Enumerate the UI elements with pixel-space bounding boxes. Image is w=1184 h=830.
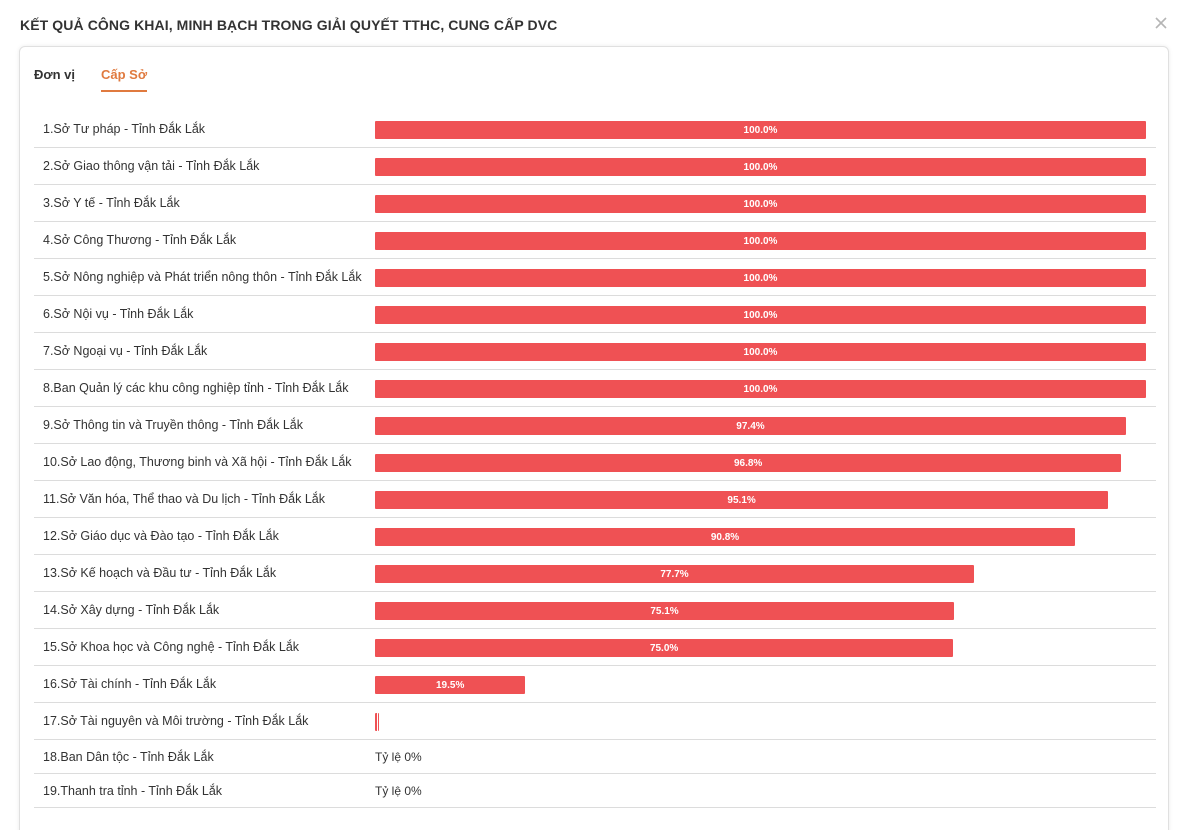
tab-cap-so[interactable]: Cấp Sở <box>101 67 148 92</box>
modal-title: KẾT QUẢ CÔNG KHAI, MINH BẠCH TRONG GIẢI … <box>20 17 558 33</box>
progress-track: 77.7% <box>375 565 1146 583</box>
progress-bar: 75.0% <box>375 639 954 657</box>
progress-bar: 100.0% <box>375 306 1146 324</box>
table-row: 6.Sở Nội vụ - Tỉnh Đắk Lắk 100.0% <box>34 296 1156 333</box>
progress-bar <box>375 713 379 731</box>
progress-bar: 90.8% <box>375 528 1076 546</box>
progress-track: 75.1% <box>375 602 1146 620</box>
progress-track: 100.0% <box>375 269 1146 287</box>
table-row: 7.Sở Ngoại vụ - Tỉnh Đắk Lắk 100.0% <box>34 333 1156 370</box>
progress-track: 96.8% <box>375 454 1146 472</box>
department-label: 18.Ban Dân tộc - Tỉnh Đắk Lắk <box>43 749 214 764</box>
department-label: 1.Sở Tư pháp - Tỉnh Đắk Lắk <box>43 122 206 136</box>
department-list: 1.Sở Tư pháp - Tỉnh Đắk Lắk 100.0% 2.Sở Gi… <box>34 111 1156 808</box>
progress-track: 100.0% <box>375 343 1146 361</box>
table-row: 14.Sở Xây dựng - Tỉnh Đắk Lắk 75.1% <box>34 592 1156 629</box>
department-label: 19.Thanh tra tỉnh - Tỉnh Đắk Lắk <box>43 783 223 798</box>
progress-track: 95.1% <box>375 491 1146 509</box>
department-label: 3.Sở Y tế - Tỉnh Đắk Lắk <box>43 196 180 210</box>
department-label: 14.Sở Xây dựng - Tỉnh Đắk Lắk <box>43 603 220 617</box>
results-card: Đơn vị Cấp Sở 1.Sở Tư pháp - Tỉnh Đắk Lắ… <box>19 46 1169 830</box>
table-row: 9.Sở Thông tin và Truyền thông - Tỉnh Đắ… <box>34 407 1156 444</box>
table-row: 11.Sở Văn hóa, Thể thao và Du lịch - Tỉn… <box>34 481 1156 518</box>
table-row: 3.Sở Y tế - Tỉnh Đắk Lắk 100.0% <box>34 185 1156 222</box>
progress-bar: 77.7% <box>375 565 975 583</box>
progress-track: 100.0% <box>375 380 1146 398</box>
progress-bar: 95.1% <box>375 491 1109 509</box>
tab-don-vi[interactable]: Đơn vị <box>34 67 76 82</box>
department-label: 12.Sở Giáo dục và Đào tạo - Tỉnh Đắk Lắk <box>43 529 279 543</box>
table-row: 17.Sở Tài nguyên và Môi trường - Tỉnh Đắ… <box>34 703 1156 740</box>
modal-header: KẾT QUẢ CÔNG KHAI, MINH BẠCH TRONG GIẢI … <box>0 0 1184 46</box>
department-label: 2.Sở Giao thông vận tải - Tỉnh Đắk Lắk <box>43 159 260 173</box>
department-label: 10.Sở Lao động, Thương binh và Xã hội - … <box>43 455 352 469</box>
department-label: 9.Sở Thông tin và Truyền thông - Tỉnh Đắ… <box>43 418 303 432</box>
rate-text: Tỷ lệ 0% <box>375 783 422 798</box>
table-row: 5.Sở Nông nghiệp và Phát triển nông thôn… <box>34 259 1156 296</box>
progress-bar: 96.8% <box>375 454 1122 472</box>
progress-bar: 100.0% <box>375 343 1146 361</box>
progress-track: 100.0% <box>375 158 1146 176</box>
progress-bar: 100.0% <box>375 380 1146 398</box>
progress-track: 90.8% <box>375 528 1146 546</box>
department-label: 6.Sở Nội vụ - Tỉnh Đắk Lắk <box>43 307 194 321</box>
department-label: 7.Sở Ngoại vụ - Tỉnh Đắk Lắk <box>43 344 208 358</box>
department-label: 4.Sở Công Thương - Tỉnh Đắk Lắk <box>43 233 237 247</box>
department-label: 8.Ban Quản lý các khu công nghiệp tỉnh -… <box>43 381 349 395</box>
table-row: 4.Sở Công Thương - Tỉnh Đắk Lắk 100.0% <box>34 222 1156 259</box>
table-row: 10.Sở Lao động, Thương binh và Xã hội - … <box>34 444 1156 481</box>
progress-track <box>375 713 1146 731</box>
progress-track: 75.0% <box>375 639 1146 657</box>
department-label: 11.Sở Văn hóa, Thể thao và Du lịch - Tỉn… <box>43 492 325 506</box>
progress-track: 19.5% <box>375 676 1146 694</box>
progress-track: 100.0% <box>375 195 1146 213</box>
department-label: 13.Sở Kế hoạch và Đầu tư - Tỉnh Đắk Lắk <box>43 566 277 580</box>
department-label: 5.Sở Nông nghiệp và Phát triển nông thôn… <box>43 270 362 284</box>
rate-text: Tỷ lệ 0% <box>375 749 422 764</box>
table-row: 8.Ban Quản lý các khu công nghiệp tỉnh -… <box>34 370 1156 407</box>
progress-track: 100.0% <box>375 306 1146 324</box>
table-row: 18.Ban Dân tộc - Tỉnh Đắk Lắk Tỷ lệ 0% <box>34 740 1156 774</box>
table-row: 12.Sở Giáo dục và Đào tạo - Tỉnh Đắk Lắk… <box>34 518 1156 555</box>
table-row: 1.Sở Tư pháp - Tỉnh Đắk Lắk 100.0% <box>34 111 1156 148</box>
progress-bar: 75.1% <box>375 602 955 620</box>
table-row: 19.Thanh tra tỉnh - Tỉnh Đắk Lắk Tỷ lệ 0% <box>34 774 1156 808</box>
progress-bar: 100.0% <box>375 121 1146 139</box>
department-label: 16.Sở Tài chính - Tỉnh Đắk Lắk <box>43 677 217 691</box>
progress-bar: 100.0% <box>375 195 1146 213</box>
table-row: 2.Sở Giao thông vận tải - Tỉnh Đắk Lắk 10… <box>34 148 1156 185</box>
progress-track: 100.0% <box>375 121 1146 139</box>
table-row: 16.Sở Tài chính - Tỉnh Đắk Lắk 19.5% <box>34 666 1156 703</box>
progress-track: 97.4% <box>375 417 1146 435</box>
progress-bar: 97.4% <box>375 417 1126 435</box>
progress-bar: 100.0% <box>375 232 1146 250</box>
progress-track: 100.0% <box>375 232 1146 250</box>
department-label: 15.Sở Khoa học và Công nghệ - Tỉnh Đắk L… <box>43 640 300 654</box>
close-icon[interactable] <box>1152 14 1170 32</box>
progress-bar: 19.5% <box>375 676 526 694</box>
department-label: 17.Sở Tài nguyên và Môi trường - Tỉnh Đắ… <box>43 714 309 728</box>
table-row: 15.Sở Khoa học và Công nghệ - Tỉnh Đắk L… <box>34 629 1156 666</box>
progress-bar: 100.0% <box>375 269 1146 287</box>
progress-bar: 100.0% <box>375 158 1146 176</box>
table-row: 13.Sở Kế hoạch và Đầu tư - Tỉnh Đắk Lắk 7… <box>34 555 1156 592</box>
